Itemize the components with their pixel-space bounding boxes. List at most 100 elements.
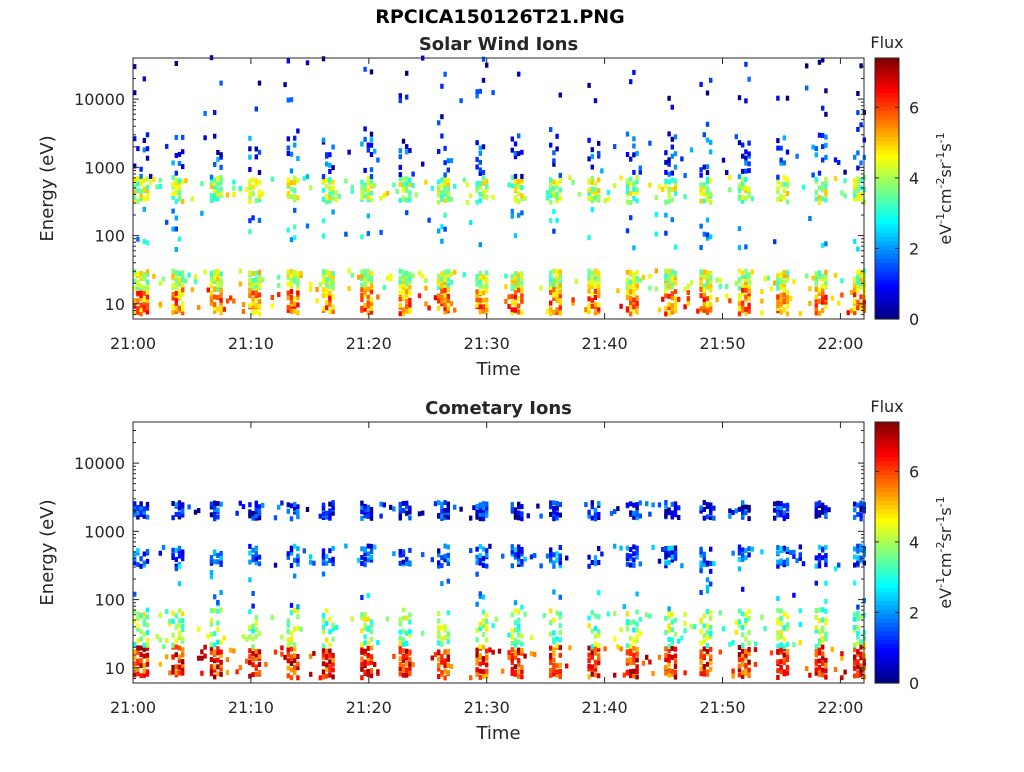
flux-pixel xyxy=(401,195,406,201)
flux-pixel xyxy=(440,224,444,230)
flux-pixel xyxy=(494,616,498,622)
flux-pixel xyxy=(440,288,444,294)
flux-pixel xyxy=(254,615,258,620)
flux-pixel xyxy=(673,301,678,307)
flux-pixel xyxy=(296,178,300,184)
flux-pixel xyxy=(398,552,402,558)
flux-pixel xyxy=(481,175,486,181)
flux-pixel xyxy=(331,510,335,516)
flux-pixel xyxy=(625,561,630,567)
flux-pixel xyxy=(155,634,159,639)
flux-pixel xyxy=(369,286,374,292)
flux-pixel xyxy=(779,145,783,151)
flux-pixel xyxy=(558,637,562,643)
flux-pixel xyxy=(814,302,818,308)
flux-pixel xyxy=(142,186,146,192)
colorbar-tick-label: 4 xyxy=(909,533,919,552)
flux-pixel xyxy=(363,634,367,640)
flux-pixel xyxy=(251,554,255,560)
flux-pixel xyxy=(549,547,553,553)
flux-pixel xyxy=(171,618,175,624)
flux-pixel xyxy=(145,505,150,511)
flux-pixel xyxy=(158,661,162,667)
flux-pixel xyxy=(225,298,230,304)
flux-pixel xyxy=(705,197,710,202)
flux-pixel xyxy=(443,212,447,218)
flux-pixel xyxy=(705,588,710,594)
colorbar-segment xyxy=(875,561,899,567)
flux-pixel xyxy=(747,546,751,552)
flux-pixel xyxy=(709,515,713,521)
flux-pixel xyxy=(248,281,252,287)
flux-pixel xyxy=(257,80,262,86)
flux-pixel xyxy=(821,506,825,512)
flux-pixel xyxy=(161,544,166,550)
flux-pixel xyxy=(635,502,639,508)
flux-pixel xyxy=(821,617,825,623)
colorbar-segment xyxy=(875,635,899,641)
flux-pixel xyxy=(517,662,521,668)
flux-pixel xyxy=(741,556,745,562)
flux-pixel xyxy=(219,164,223,170)
y-tick-label: 1000 xyxy=(84,522,125,541)
flux-pixel xyxy=(296,310,300,316)
flux-pixel xyxy=(517,515,521,521)
flux-pixel xyxy=(641,274,646,280)
flux-pixel xyxy=(859,558,863,564)
flux-pixel xyxy=(670,557,674,563)
flux-pixel xyxy=(366,294,370,300)
flux-pixel xyxy=(286,97,290,103)
flux-pixel xyxy=(776,643,780,649)
flux-pixel xyxy=(657,654,662,660)
flux-pixel xyxy=(475,274,479,279)
flux-pixel xyxy=(558,563,562,569)
flux-pixel xyxy=(709,149,713,155)
flux-pixel xyxy=(171,515,175,521)
flux-pixel xyxy=(593,672,598,678)
flux-pixel xyxy=(744,185,748,191)
flux-pixel xyxy=(709,646,713,652)
flux-pixel xyxy=(142,509,146,515)
flux-pixel xyxy=(257,283,262,289)
flux-pixel xyxy=(782,660,786,666)
flux-pixel xyxy=(629,191,633,196)
flux-pixel xyxy=(779,659,783,665)
flux-pixel xyxy=(478,198,482,203)
flux-pixel xyxy=(177,664,182,670)
flux-pixel xyxy=(437,548,441,554)
flux-pixel xyxy=(597,302,601,308)
flux-pixel xyxy=(539,513,543,519)
flux-pixel xyxy=(142,612,146,618)
x-tick-label: 21:30 xyxy=(464,698,510,717)
flux-pixel xyxy=(449,664,454,669)
flux-pixel xyxy=(587,156,591,162)
flux-pixel xyxy=(779,608,783,614)
flux-pixel xyxy=(449,196,454,202)
flux-pixel xyxy=(328,515,332,521)
flux-pixel xyxy=(421,273,425,279)
flux-pixel xyxy=(446,191,450,197)
flux-pixel xyxy=(593,295,598,300)
flux-pixel xyxy=(142,137,146,143)
flux-pixel xyxy=(773,239,777,245)
flux-pixel xyxy=(798,544,802,550)
flux-pixel xyxy=(597,293,601,298)
x-tick-label: 21:40 xyxy=(582,698,628,717)
flux-pixel xyxy=(603,646,607,652)
flux-pixel xyxy=(853,660,857,666)
flux-pixel xyxy=(184,178,188,184)
flux-pixel xyxy=(833,566,838,572)
flux-pixel xyxy=(257,217,262,223)
flux-pixel xyxy=(856,611,860,617)
flux-pixel xyxy=(408,271,412,277)
flux-pixel xyxy=(747,651,751,656)
flux-pixel xyxy=(219,152,223,158)
flux-pixel xyxy=(549,199,553,205)
colorbar-title: Flux xyxy=(870,33,903,52)
flux-pixel xyxy=(520,674,524,680)
flux-pixel xyxy=(833,667,838,672)
flux-pixel xyxy=(817,270,822,276)
flux-pixel xyxy=(142,285,146,291)
flux-pixel xyxy=(213,504,217,510)
flux-pixel xyxy=(139,505,143,511)
